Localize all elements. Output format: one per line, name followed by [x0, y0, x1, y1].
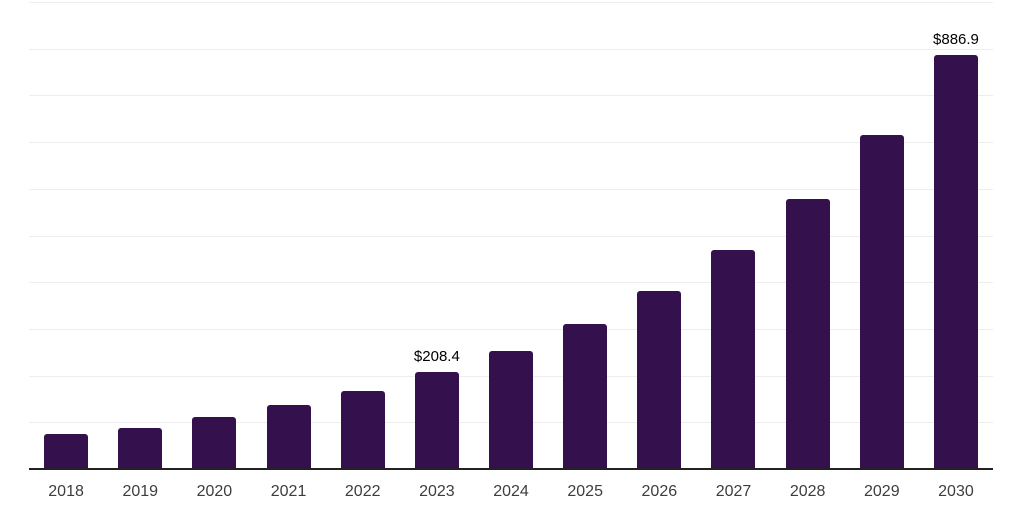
x-tick-label-2029: 2029 [864, 483, 900, 500]
gridline-900 [29, 49, 993, 50]
bar-slot-2028 [771, 2, 845, 469]
x-tick-label-2018: 2018 [48, 483, 84, 500]
x-tick-label-2025: 2025 [567, 483, 603, 500]
bar-2029 [859, 135, 904, 469]
bar-slot-2023: $208.4 [400, 2, 474, 469]
bar-slot-2022 [326, 2, 400, 469]
bar-2028 [785, 199, 830, 469]
gridline-1000 [29, 2, 993, 3]
bar-slot-2029 [845, 2, 919, 469]
bar-slot-2018 [29, 2, 103, 469]
bar-2030 [933, 55, 978, 469]
gridline-500 [29, 236, 993, 237]
bars-row: $208.4 $886.9 [29, 2, 993, 469]
bar-slot-2020 [177, 2, 251, 469]
bar-2021 [266, 405, 311, 469]
bar-2022 [340, 391, 385, 469]
gridline-400 [29, 282, 993, 283]
x-axis-tick-labels: 2018 2019 2020 2021 2022 2023 2024 2025 2026 2027… [29, 482, 993, 502]
gridline-800 [29, 95, 993, 96]
bar-slot-2027 [696, 2, 770, 469]
x-tick-label-2020: 2020 [196, 483, 233, 500]
bar-2027 [711, 250, 756, 469]
bar-value-label-2023: $208.4 [413, 348, 460, 365]
bar-slot-2024 [474, 2, 548, 469]
x-tick-label-2021: 2021 [270, 483, 307, 500]
x-tick-label-2024: 2024 [493, 483, 529, 500]
gridline-300 [29, 329, 993, 330]
bar-2018 [44, 434, 89, 469]
x-tick-label-2030: 2030 [938, 483, 974, 500]
bar-2024 [489, 351, 534, 469]
bar-value-label-2030: $886.9 [933, 31, 979, 48]
gridline-700 [29, 142, 993, 143]
bar-2019 [118, 428, 163, 469]
x-tick-label-2027: 2027 [715, 483, 752, 500]
x-tick-label-2022: 2022 [344, 483, 381, 500]
gridline-600 [29, 189, 993, 190]
bar-slot-2026 [622, 2, 696, 469]
bar-slot-2030: $886.9 [919, 2, 993, 469]
bar-2020 [192, 417, 237, 469]
x-axis-line [29, 468, 993, 470]
bar-2023 [414, 372, 459, 469]
bar-slot-2021 [251, 2, 325, 469]
bar-slot-2025 [548, 2, 622, 469]
x-tick-label-2026: 2026 [641, 483, 678, 500]
x-tick-label-2019: 2019 [122, 483, 159, 500]
bar-2026 [637, 291, 682, 469]
bar-2025 [563, 324, 608, 469]
bar-slot-2019 [103, 2, 177, 469]
x-tick-label-2028: 2028 [789, 483, 826, 500]
x-tick-label-2023: 2023 [419, 483, 455, 500]
